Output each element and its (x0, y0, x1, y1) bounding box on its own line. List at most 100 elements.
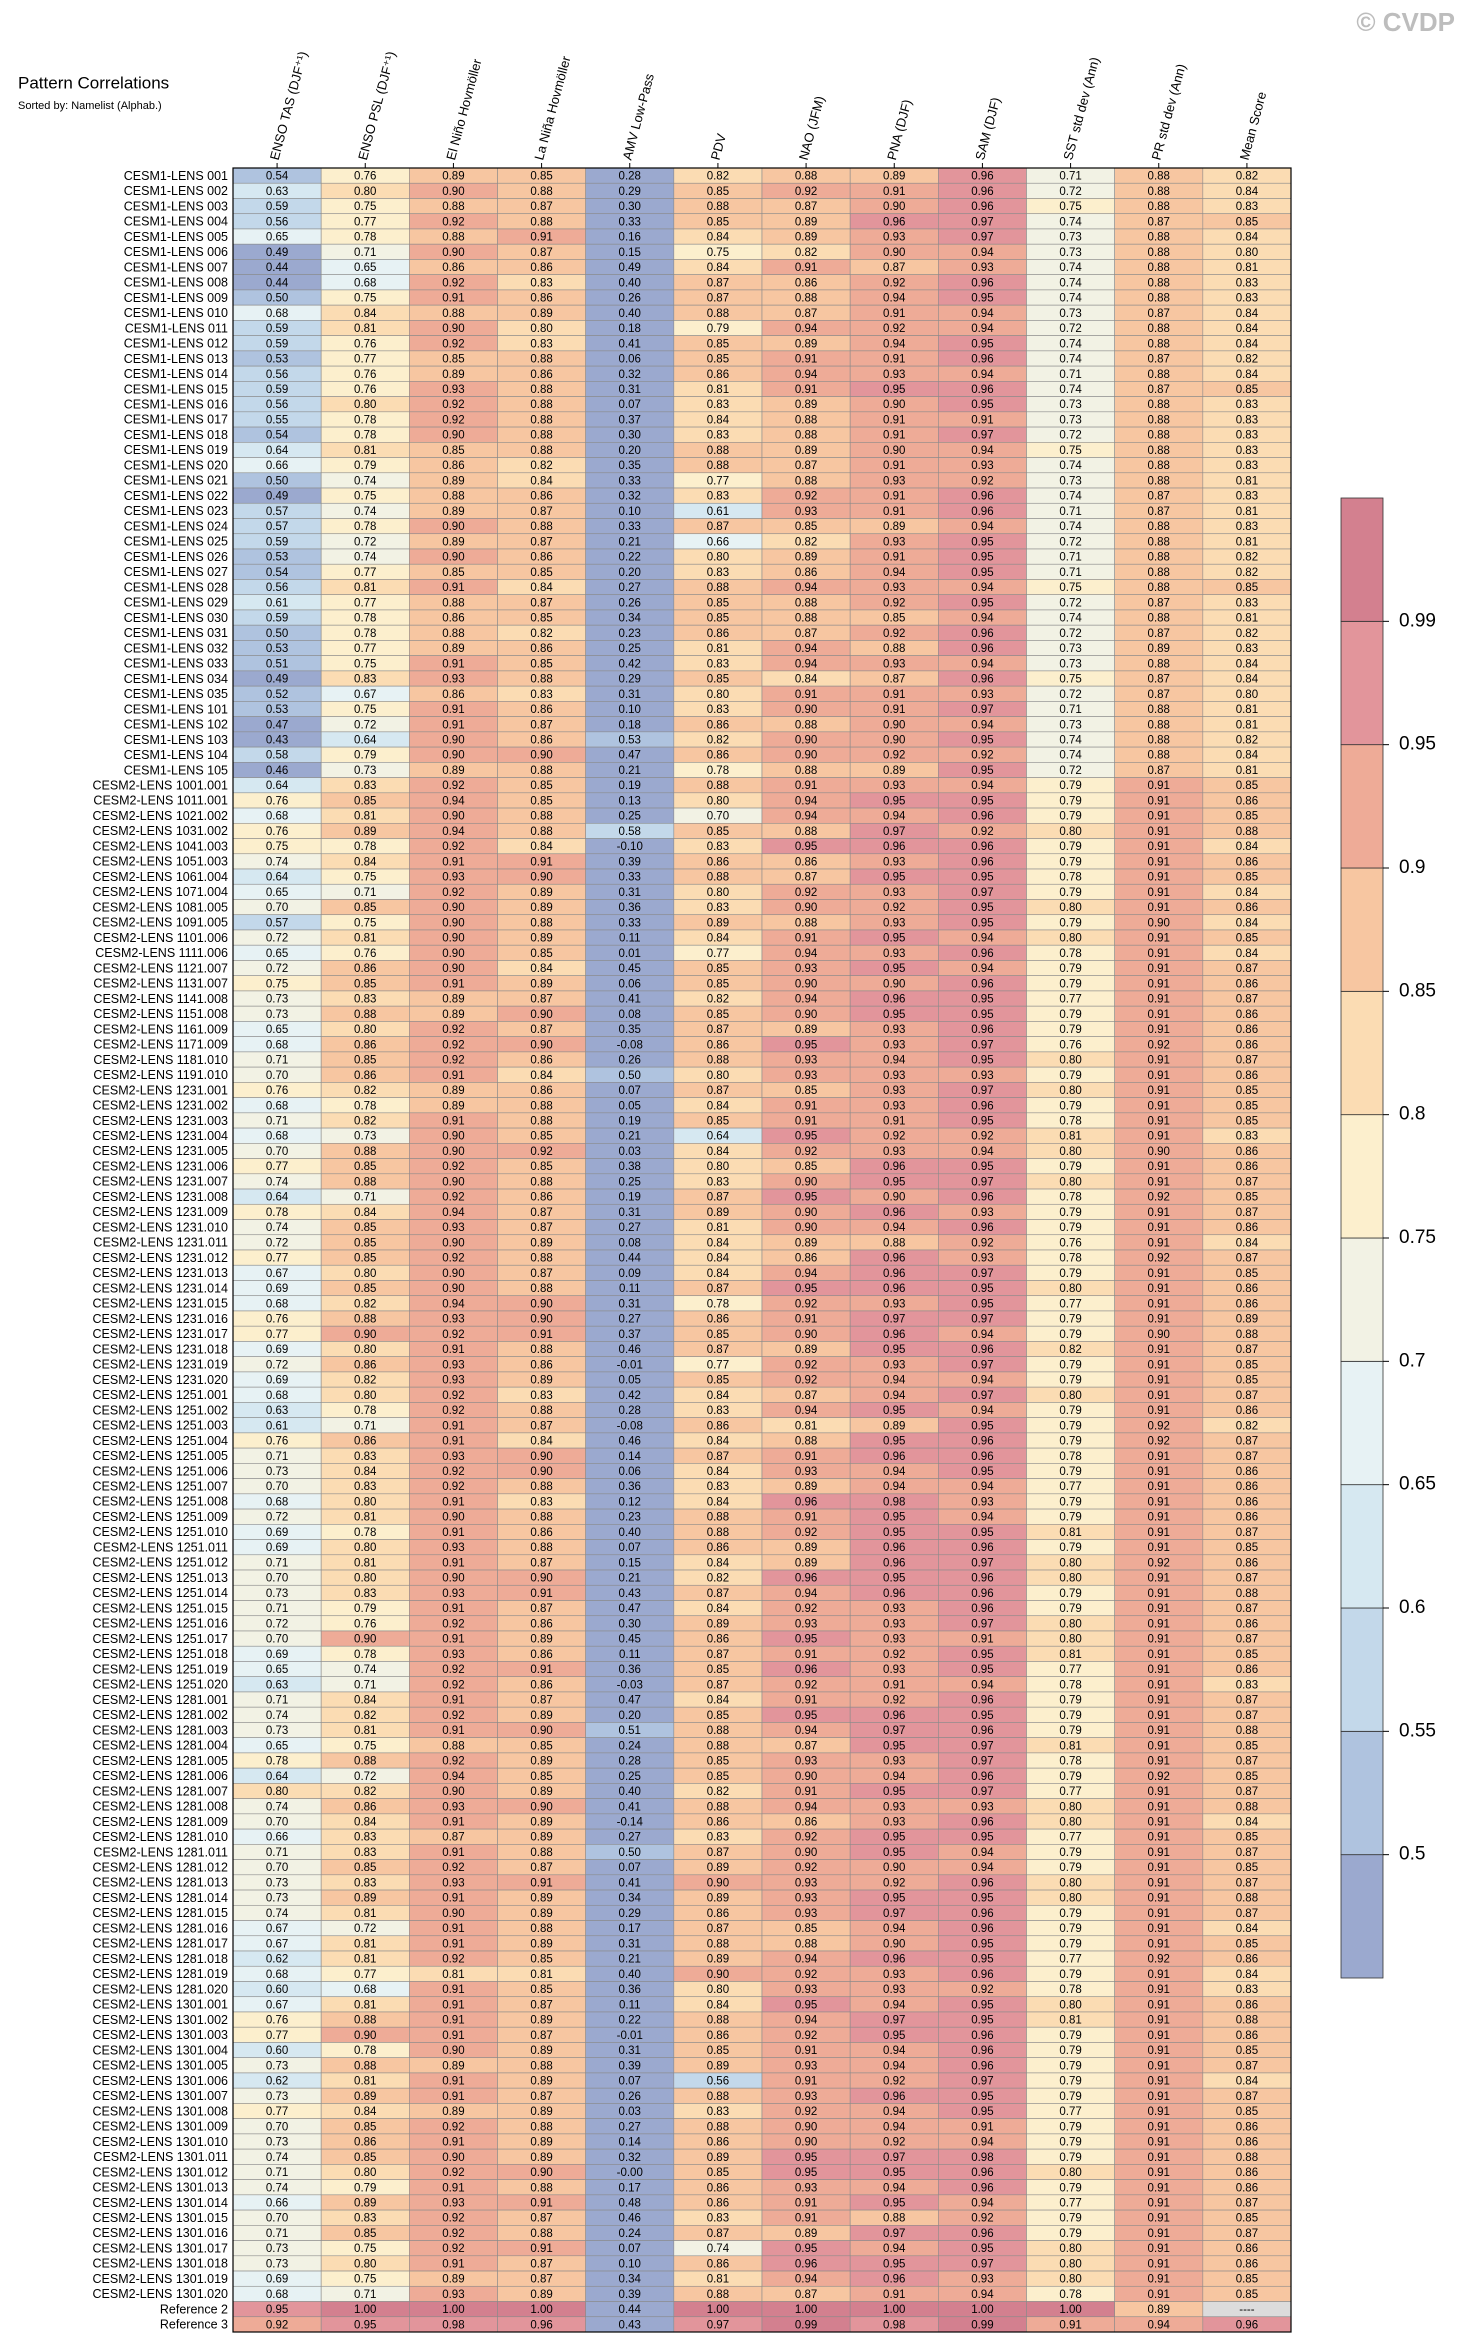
cell-value: 0.80 (1059, 1999, 1081, 2011)
cell-value: 0.20 (619, 567, 641, 579)
cell-value: 0.86 (1236, 1024, 1258, 1036)
cell-value: 0.66 (707, 536, 729, 548)
cell-value: 0.72 (1059, 628, 1081, 640)
cell-value: 0.70 (266, 1481, 288, 1493)
cell-value: 0.27 (619, 2121, 641, 2133)
cell-value: 1.00 (1059, 2304, 1081, 2316)
cell-value: 0.95 (883, 2258, 905, 2270)
cell-value: 0.79 (1059, 841, 1081, 853)
cell-value: 0.82 (1236, 354, 1258, 366)
cell-value: 0.90 (883, 1938, 905, 1950)
cell-value: 0.89 (442, 475, 464, 487)
cell-value: 0.80 (354, 2258, 376, 2270)
cell-value: 0.92 (442, 399, 464, 411)
cell-value: 0.62 (266, 1954, 288, 1966)
cell-value: 0.91 (1148, 1542, 1170, 1554)
cell-value: 0.95 (795, 1710, 817, 1722)
cell-value: 0.88 (707, 2121, 729, 2133)
cell-value: 0.86 (354, 1039, 376, 1051)
cell-value: 0.81 (354, 1725, 376, 1737)
cell-value: 0.93 (795, 2091, 817, 2103)
cell-value: 0.87 (795, 308, 817, 320)
cell-value: 0.88 (530, 1405, 552, 1417)
cell-value: 0.92 (795, 1359, 817, 1371)
cell-value: 0.85 (530, 1161, 552, 1173)
cell-value: 0.78 (1059, 872, 1081, 884)
row-label: CESM1-LENS 012 (124, 337, 228, 351)
cell-value: 0.89 (354, 2197, 376, 2209)
cell-value: 0.78 (1059, 948, 1081, 960)
cell-value: 0.90 (795, 704, 817, 716)
cell-value: 0.96 (971, 384, 993, 396)
cell-value: 0.84 (1236, 1817, 1259, 1829)
cell-value: 0.80 (1059, 1634, 1081, 1646)
cell-value: 0.84 (795, 674, 818, 686)
cell-value: 0.40 (619, 277, 641, 289)
cell-value: 0.84 (707, 1253, 730, 1265)
cell-value: 0.31 (619, 1207, 641, 1219)
cell-value: 0.95 (883, 1740, 905, 1752)
row-label: CESM1-LENS 105 (124, 763, 228, 777)
cell-value: 0.88 (707, 582, 729, 594)
cell-value: 0.93 (883, 856, 905, 868)
cell-value: 0.68 (354, 277, 376, 289)
cell-value: 0.79 (354, 460, 376, 472)
cell-value: 0.76 (266, 2015, 288, 2027)
row-label: CESM1-LENS 103 (124, 733, 228, 747)
cell-value: 0.79 (1059, 1771, 1081, 1783)
row-label: CESM2-LENS 1301.015 (93, 2211, 229, 2225)
cell-value: 0.88 (1148, 536, 1170, 548)
cell-value: 0.85 (1236, 1862, 1258, 1874)
cell-value: 0.96 (971, 948, 993, 960)
cell-value: 0.91 (1148, 2137, 1170, 2149)
cell-value: 0.80 (1059, 1283, 1081, 1295)
cell-value: 0.94 (971, 780, 994, 792)
cell-value: 0.83 (530, 277, 552, 289)
cell-value: 0.97 (971, 232, 993, 244)
cell-value: 0.96 (971, 354, 993, 366)
row-label: CESM2-LENS 1231.016 (93, 1312, 229, 1326)
cell-value: 0.87 (530, 1024, 552, 1036)
row-label: CESM2-LENS 1281.005 (93, 1754, 229, 1768)
cell-value: 0.03 (619, 2106, 641, 2118)
cell-value: 0.90 (442, 1512, 464, 1524)
cell-value: 0.87 (883, 262, 905, 274)
row-label: CESM2-LENS 1251.010 (93, 1525, 229, 1539)
cell-value: 0.94 (971, 613, 994, 625)
cell-value: 0.88 (795, 430, 817, 442)
cell-value: 0.89 (530, 1786, 552, 1798)
cell-value: 0.75 (1059, 582, 1081, 594)
cell-value: 0.86 (707, 1039, 729, 1051)
cell-value: 0.33 (619, 216, 641, 228)
cell-value: 0.87 (707, 1649, 729, 1661)
cell-value: 0.73 (1059, 399, 1081, 411)
cell-value: 0.88 (1148, 399, 1170, 411)
cell-value: 0.23 (619, 1512, 641, 1524)
cell-value: 0.91 (1148, 1496, 1170, 1508)
cell-value: 0.37 (619, 414, 641, 426)
row-label: CESM2-LENS 1051.003 (93, 855, 229, 869)
cell-value: 0.79 (1059, 1375, 1081, 1387)
cell-value: 0.81 (1059, 1527, 1081, 1539)
cell-value: 0.79 (1059, 1436, 1081, 1448)
cell-value: 0.95 (971, 552, 993, 564)
cell-value: 0.84 (707, 414, 730, 426)
cell-value: 0.73 (1059, 719, 1081, 731)
cell-value: 0.42 (619, 658, 641, 670)
cell-value: 0.81 (1059, 1740, 1081, 1752)
cell-value: 0.86 (707, 628, 729, 640)
cell-value: 0.91 (442, 1847, 464, 1859)
cell-value: 0.87 (707, 1344, 729, 1356)
cell-value: 0.84 (1236, 2076, 1259, 2088)
cell-value: 0.96 (971, 2182, 993, 2194)
cell-value: 0.88 (883, 2213, 905, 2225)
cell-value: 0.96 (971, 1222, 993, 1234)
cell-value: 0.90 (442, 1146, 464, 1158)
cell-value: 0.84 (354, 308, 377, 320)
cell-value: 0.96 (1236, 2319, 1258, 2331)
cell-value: 0.33 (619, 475, 641, 487)
cell-value: 0.86 (1236, 2121, 1258, 2133)
cell-value: 0.88 (530, 2228, 552, 2240)
cell-value: 0.95 (971, 765, 993, 777)
row-label: CESM1-LENS 006 (124, 245, 228, 259)
